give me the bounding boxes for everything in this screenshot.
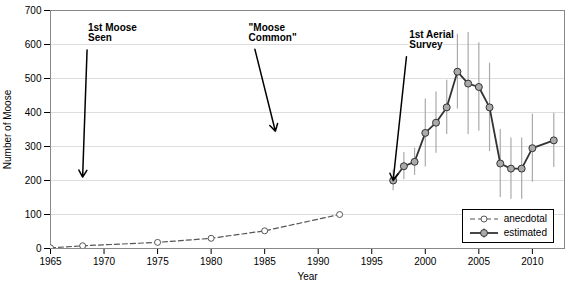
svg-text:1990: 1990 xyxy=(307,256,330,267)
svg-text:1985: 1985 xyxy=(254,256,277,267)
html-text:anecdotal: anecdotal xyxy=(503,213,547,224)
svg-text:400: 400 xyxy=(25,107,42,118)
svg-text:0: 0 xyxy=(36,243,42,254)
svg-text:2000: 2000 xyxy=(414,256,437,267)
svg-text:500: 500 xyxy=(25,73,42,84)
svg-text:1st AerialSurvey: 1st AerialSurvey xyxy=(409,29,454,50)
svg-text:200: 200 xyxy=(25,175,42,186)
svg-text:2005: 2005 xyxy=(468,256,491,267)
svg-text:1965: 1965 xyxy=(39,256,62,267)
svg-text:Year: Year xyxy=(297,271,318,282)
svg-text:1980: 1980 xyxy=(200,256,223,267)
svg-text:1995: 1995 xyxy=(361,256,384,267)
svg-text:100: 100 xyxy=(25,209,42,220)
svg-text:1970: 1970 xyxy=(93,256,116,267)
svg-text:300: 300 xyxy=(25,141,42,152)
html-text:estimated: estimated xyxy=(503,227,547,238)
svg-text:600: 600 xyxy=(25,39,42,50)
svg-text:Number of Moose: Number of Moose xyxy=(2,89,13,169)
svg-text:1975: 1975 xyxy=(146,256,169,267)
svg-text:700: 700 xyxy=(25,5,42,16)
svg-text:1st MooseSeen: 1st MooseSeen xyxy=(88,22,137,43)
svg-text:"MooseCommon": "MooseCommon" xyxy=(249,22,297,43)
svg-text:2010: 2010 xyxy=(521,256,544,267)
